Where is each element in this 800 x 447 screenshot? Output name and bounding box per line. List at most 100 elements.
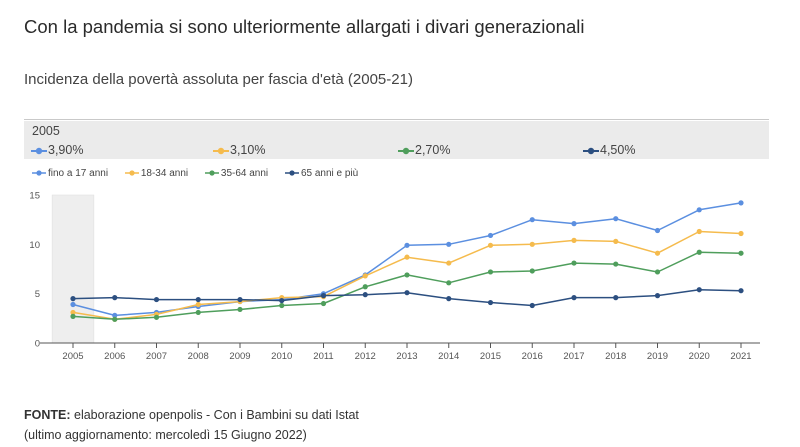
x-tick-label: 2013 xyxy=(396,351,417,362)
data-point xyxy=(487,232,494,239)
x-tick-label: 2010 xyxy=(271,351,292,362)
data-point xyxy=(195,296,201,303)
x-tick-label: 2020 xyxy=(689,351,710,362)
divider xyxy=(24,119,769,120)
x-tick-label: 2009 xyxy=(229,351,250,362)
data-point xyxy=(362,284,368,290)
tooltip-value: 3,90% xyxy=(48,143,84,157)
data-point xyxy=(654,227,661,234)
data-point xyxy=(70,309,76,316)
data-point xyxy=(738,230,744,237)
data-point xyxy=(237,306,243,313)
data-point xyxy=(696,228,702,235)
data-point xyxy=(696,249,702,255)
data-point xyxy=(738,288,744,294)
legend-marker-icon xyxy=(284,170,299,176)
legend-marker-icon xyxy=(204,170,219,176)
data-point xyxy=(571,221,577,227)
legend-item-fino-a-17-anni[interactable]: fino a 17 anni xyxy=(32,168,108,179)
x-tick-label: 2011 xyxy=(313,351,333,362)
data-point xyxy=(571,237,577,243)
data-point xyxy=(696,287,702,293)
y-tick-label: 15 xyxy=(29,191,40,202)
data-point xyxy=(112,295,118,301)
tooltip-item-18-34-anni: 3,10% xyxy=(212,143,265,157)
data-point xyxy=(112,316,118,322)
x-tick-label: 2006 xyxy=(104,351,125,362)
series-line-marker-icon xyxy=(213,147,229,155)
tooltip-value: 3,10% xyxy=(230,143,266,157)
data-point xyxy=(529,241,535,247)
x-tick-label: 2019 xyxy=(647,351,668,362)
tooltip-item-fino-a-17-anni: 3,90% xyxy=(30,143,83,157)
x-tick-label: 2008 xyxy=(188,351,209,362)
x-tick-label: 2016 xyxy=(522,351,543,362)
data-point xyxy=(654,269,661,275)
series-line xyxy=(72,251,742,321)
data-point xyxy=(738,200,744,206)
data-point xyxy=(487,299,494,306)
data-point xyxy=(613,216,619,222)
data-point xyxy=(70,296,76,302)
data-point xyxy=(362,273,368,279)
data-point xyxy=(446,241,452,247)
y-tick-label: 10 xyxy=(29,240,40,251)
data-point xyxy=(195,309,201,316)
x-tick-label: 2017 xyxy=(563,351,584,362)
series-line-marker-icon xyxy=(31,147,47,155)
data-point xyxy=(654,250,661,256)
data-point xyxy=(279,302,285,309)
data-point xyxy=(279,297,285,304)
data-point xyxy=(613,261,619,267)
data-point xyxy=(153,314,160,320)
data-point xyxy=(404,272,410,278)
x-tick-label: 2015 xyxy=(480,351,501,362)
tooltip-year: 2005 xyxy=(32,124,60,138)
tooltip-value: 2,70% xyxy=(415,143,451,157)
data-point xyxy=(70,301,76,308)
chart-subtitle: Incidenza della povertà assoluta per fas… xyxy=(24,71,413,88)
data-point xyxy=(404,254,410,260)
data-point xyxy=(487,242,494,248)
chart-title: Con la pandemia si sono ulteriormente al… xyxy=(24,16,585,37)
data-point xyxy=(153,296,160,303)
data-point xyxy=(571,295,577,301)
data-point xyxy=(529,217,535,223)
data-point xyxy=(613,238,619,244)
series-line-marker-icon xyxy=(583,147,599,155)
data-point xyxy=(70,313,76,319)
legend-marker-icon xyxy=(124,170,139,176)
legend-item-35-64-anni[interactable]: 35-64 anni xyxy=(204,168,269,179)
data-point xyxy=(696,207,702,213)
data-point xyxy=(404,290,410,296)
hover-tooltip-panel: 2005 3,90% 3,10% 2,70% 4,50% xyxy=(24,121,769,159)
x-tick-label: 2014 xyxy=(438,351,459,362)
legend-label: 35-64 anni xyxy=(220,168,269,179)
x-tick-label: 2012 xyxy=(355,351,376,362)
source-line: FONTE: elaborazione openpolis - Con i Ba… xyxy=(24,405,359,425)
highlight-band xyxy=(51,194,95,344)
y-tick-label: 5 xyxy=(35,289,40,300)
tooltip-item-35-64-anni: 2,70% xyxy=(397,143,450,157)
data-point xyxy=(738,250,744,256)
legend-label: fino a 17 anni xyxy=(48,168,109,179)
data-point xyxy=(362,292,368,298)
x-tick-label: 2021 xyxy=(730,351,751,362)
legend-item-18-34-anni[interactable]: 18-34 anni xyxy=(124,168,189,179)
data-point xyxy=(446,280,452,286)
chart-legend: fino a 17 anni 18-34 anni 35-64 anni 65 … xyxy=(32,168,372,182)
legend-label: 18-34 anni xyxy=(140,168,189,179)
legend-item-65-anni-e-piu[interactable]: 65 anni e più xyxy=(284,168,358,179)
data-point xyxy=(237,296,243,303)
data-point xyxy=(446,296,452,302)
x-tick-label: 2018 xyxy=(605,351,626,362)
tooltip-item-65-anni-e-piu: 4,50% xyxy=(582,143,635,157)
data-point xyxy=(112,312,118,318)
data-point xyxy=(320,300,327,307)
data-point xyxy=(654,293,661,299)
data-point xyxy=(320,293,327,299)
chart-footer: FONTE: elaborazione openpolis - Con i Ba… xyxy=(24,405,359,445)
last-updated: (ultimo aggiornamento: mercoledì 15 Giug… xyxy=(24,428,307,442)
data-point xyxy=(446,260,452,266)
data-point xyxy=(613,295,619,301)
